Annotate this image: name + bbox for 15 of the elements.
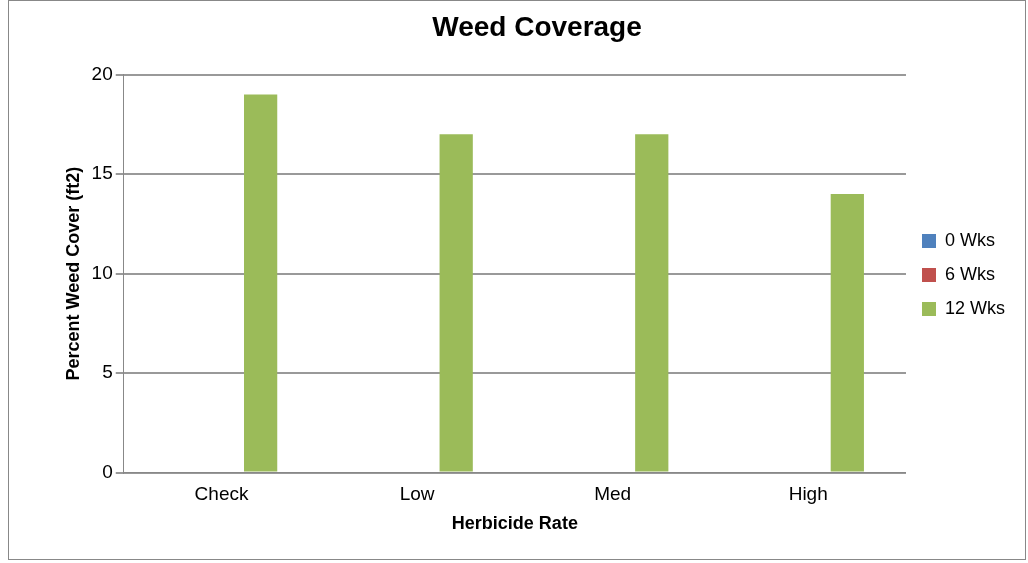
x-axis-title: Herbicide Rate (451, 513, 578, 534)
y-axis-title: Percent Weed Cover (ft2) (62, 166, 83, 381)
y-tick-label: 5 (102, 361, 113, 383)
y-tick-label: 10 (91, 261, 113, 283)
legend-label: 6 Wks (944, 263, 995, 284)
x-tick-label: Check (194, 483, 249, 505)
x-tick-label: High (788, 483, 828, 505)
x-tick-label: Low (399, 483, 435, 505)
legend-label: 12 Wks (944, 297, 1005, 318)
legend-label: 0 Wks (944, 229, 995, 250)
y-tick-label: 15 (91, 162, 113, 184)
chart-title: Weed Coverage (432, 10, 642, 42)
y-tick-label: 20 (91, 62, 113, 84)
y-tick-label: 0 (102, 460, 113, 482)
x-tick-label: Med (594, 483, 632, 505)
